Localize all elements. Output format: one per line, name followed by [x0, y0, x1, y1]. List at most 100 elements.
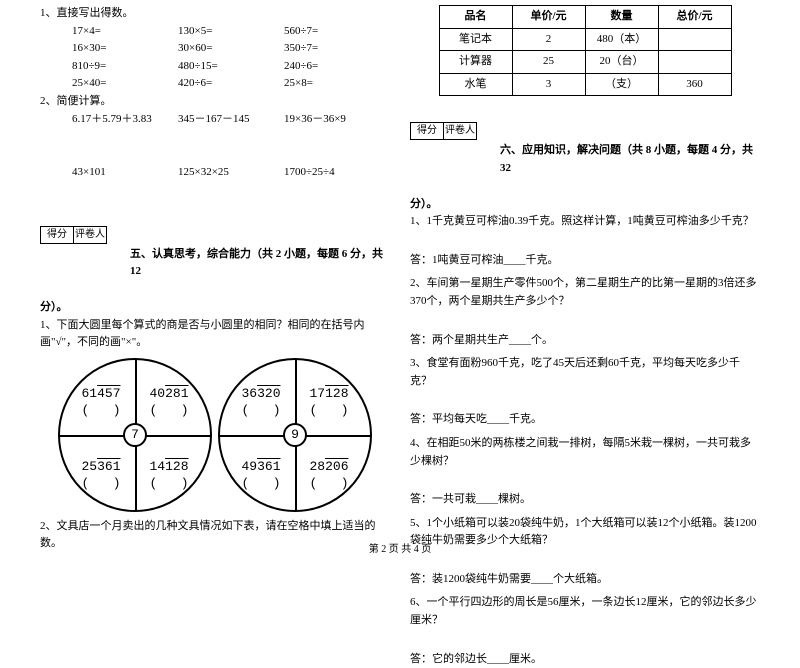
- q2-label: 2、简便计算。: [40, 93, 390, 111]
- section-5-title: 五、认真思考，综合能力（共 2 小题，每题 6 分，共 12: [40, 246, 390, 281]
- stationery-table: 品名 单价/元 数量 总价/元 笔记本2480（本） 计算器2520（台） 水笔…: [439, 5, 732, 96]
- quadrant: 17128( ): [294, 386, 364, 419]
- expr: 6.17＋5.79＋3.83: [72, 111, 178, 129]
- expr: 240÷6=: [284, 58, 390, 76]
- center-value: 9: [283, 423, 307, 447]
- page-container: 1、直接写出得数。 17×4=130×5=560÷7= 16×30=30×60=…: [0, 0, 800, 540]
- ans-6: 答：它的邻边长____厘米。: [410, 651, 760, 668]
- ans-3: 答：平均每天吃____千克。: [410, 411, 760, 429]
- divisor: 36: [241, 386, 257, 401]
- score-box: 得分 评卷人: [40, 226, 107, 244]
- th: 数量: [585, 6, 658, 29]
- reviewer-label: 评卷人: [74, 227, 106, 243]
- section-6-title: 六、应用知识，解决问题（共 8 小题，每题 4 分，共 32: [410, 142, 760, 177]
- calc-row: 810÷9=480÷15=240÷6=: [40, 58, 390, 76]
- dividend: 457: [97, 386, 120, 401]
- circle-right: 9 36320( ) 17128( ) 49361( ) 28206( ): [218, 358, 372, 512]
- dividend: 206: [325, 459, 348, 474]
- table-row: 水笔3（支）360: [439, 73, 731, 96]
- ans-5: 答：装1200袋纯牛奶需要____个大纸箱。: [410, 571, 760, 589]
- divisor: 28: [309, 459, 325, 474]
- divisor: 17: [309, 386, 325, 401]
- table-row: 笔记本2480（本）: [439, 28, 731, 51]
- quadrant: 25361( ): [66, 459, 136, 492]
- divisor: 25: [81, 459, 97, 474]
- expr: 16×30=: [72, 40, 178, 58]
- td: （支）: [585, 73, 658, 96]
- right-column: 品名 单价/元 数量 总价/元 笔记本2480（本） 计算器2520（台） 水笔…: [400, 5, 770, 540]
- expr: 560÷7=: [284, 23, 390, 41]
- q6-1: 1、1千克黄豆可榨油0.39千克。照这样计算，1吨黄豆可榨油多少千克？: [410, 213, 760, 231]
- paren: ( ): [134, 476, 204, 492]
- td: 2: [512, 28, 585, 51]
- td: 3: [512, 73, 585, 96]
- circles-diagram: 7 61457( ) 40281( ) 25361( ) 14128( ) 9 …: [40, 358, 390, 512]
- reviewer-label: 评卷人: [444, 123, 476, 139]
- score-box: 得分 评卷人: [410, 122, 477, 140]
- expr: 17×4=: [72, 23, 178, 41]
- th: 总价/元: [658, 6, 731, 29]
- td: 20（台）: [585, 51, 658, 74]
- score-label: 得分: [411, 123, 444, 139]
- expr: 810÷9=: [72, 58, 178, 76]
- q6-5: 5、1个小纸箱可以装20袋纯牛奶，1个大纸箱可以装12个小纸箱。装1200袋纯牛…: [410, 515, 760, 550]
- q1-label: 1、直接写出得数。: [40, 5, 390, 23]
- quadrant: 49361( ): [226, 459, 296, 492]
- td: 480（本）: [585, 28, 658, 51]
- quadrant: 36320 ( ): [226, 386, 296, 419]
- td: [658, 51, 731, 74]
- expr: 30×60=: [178, 40, 284, 58]
- q5-1: 1、下面大圆里每个算式的商是否与小圆里的相同？相同的在括号内画"√"，不同的画"…: [40, 317, 390, 352]
- expr: 130×5=: [178, 23, 284, 41]
- q5-2: 2、文具店一个月卖出的几种文具情况如下表，请在空格中填上适当的数。: [40, 518, 390, 553]
- expr: 43×101: [72, 164, 178, 182]
- paren: ( ): [226, 403, 296, 419]
- circle-left: 7 61457( ) 40281( ) 25361( ) 14128( ): [58, 358, 212, 512]
- section-5-tail: 分）。: [40, 299, 390, 317]
- td: 水笔: [439, 73, 512, 96]
- section-6-tail: 分）。: [410, 196, 760, 214]
- q6-6: 6、一个平行四边形的周长是56厘米，一条边长12厘米，它的邻边长多少厘米？: [410, 594, 760, 629]
- calc-row: 17×4=130×5=560÷7=: [40, 23, 390, 41]
- quadrant: 14128 ( ): [134, 459, 204, 492]
- quadrant: 61457( ): [66, 386, 136, 419]
- expr: 25×8=: [284, 75, 390, 93]
- dividend: 320: [257, 386, 280, 401]
- q6-4: 4、在相距50米的两栋楼之间栽一排树，每隔5米栽一棵树，一共可栽多少棵树？: [410, 435, 760, 470]
- divisor: 49: [241, 459, 257, 474]
- dividend: 128: [165, 459, 188, 474]
- td: 笔记本: [439, 28, 512, 51]
- dividend: 361: [97, 459, 120, 474]
- calc-row: 16×30=30×60=350÷7=: [40, 40, 390, 58]
- td: 计算器: [439, 51, 512, 74]
- score-label: 得分: [41, 227, 74, 243]
- left-column: 1、直接写出得数。 17×4=130×5=560÷7= 16×30=30×60=…: [30, 5, 400, 540]
- dividend: 361: [257, 459, 280, 474]
- ans-2: 答：两个星期共生产____个。: [410, 332, 760, 350]
- paren: ( ): [294, 476, 364, 492]
- expr: 25×40=: [72, 75, 178, 93]
- center-value: 7: [123, 423, 147, 447]
- expr: 125×32×25: [178, 164, 284, 182]
- td: 25: [512, 51, 585, 74]
- th: 品名: [439, 6, 512, 29]
- expr: 19×36－36×9: [284, 111, 390, 129]
- divisor: 14: [149, 459, 165, 474]
- dividend: 281: [165, 386, 188, 401]
- table-header-row: 品名 单价/元 数量 总价/元: [439, 6, 731, 29]
- expr: 350÷7=: [284, 40, 390, 58]
- ans-1: 答：1吨黄豆可榨油____千克。: [410, 252, 760, 270]
- th: 单价/元: [512, 6, 585, 29]
- calc-row: 43×101125×32×251700÷25÷4: [40, 164, 390, 182]
- expr: 1700÷25÷4: [284, 164, 390, 182]
- paren: ( ): [66, 403, 136, 419]
- expr: 420÷6=: [178, 75, 284, 93]
- calc-row: 6.17＋5.79＋3.83345－167－14519×36－36×9: [40, 111, 390, 129]
- quadrant: 28206 ( ): [294, 459, 364, 492]
- q6-2: 2、车间第一星期生产零件500个，第二星期生产的比第一星期的3倍还多370个，两…: [410, 275, 760, 310]
- expr: 480÷15=: [178, 58, 284, 76]
- calc-row: 25×40=420÷6=25×8=: [40, 75, 390, 93]
- paren: ( ): [134, 403, 204, 419]
- table-row: 计算器2520（台）: [439, 51, 731, 74]
- paren: ( ): [294, 403, 364, 419]
